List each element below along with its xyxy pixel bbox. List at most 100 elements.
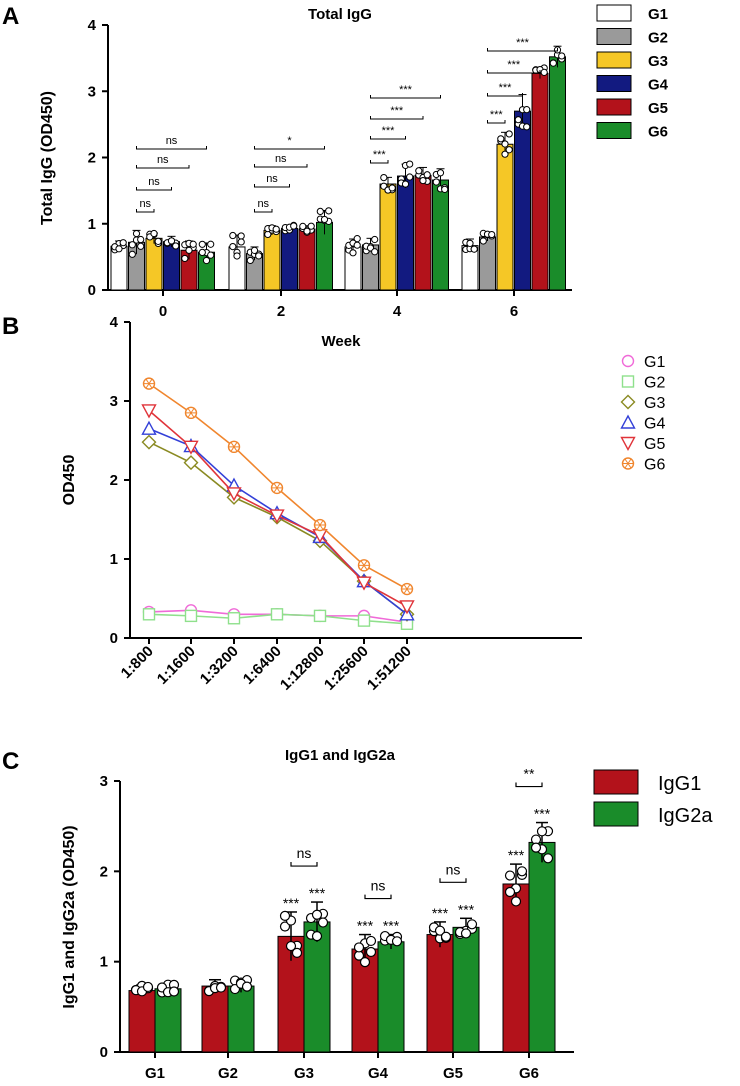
chart-c-significance-bracket (515, 782, 543, 788)
chart-b-legend-label-g2: G2 (644, 375, 665, 392)
chart-c-vs-control-stars: *** (309, 885, 326, 901)
chart-a-legend-label-g6: G6 (648, 124, 668, 141)
chart-c-data-point (391, 936, 403, 947)
chart-b-y-tick-label: 3 (110, 393, 118, 410)
chart-b-legend-marker-g2 (621, 375, 635, 388)
chart-a-data-point (137, 242, 145, 250)
chart-b-point-g6 (357, 559, 371, 572)
chart-b-point-g5 (141, 404, 157, 419)
chart-c-legend-label-igg2a: IgG2a (658, 805, 713, 827)
chart-c-x-tick-label: G6 (519, 1065, 539, 1082)
chart-a-significance-label: *** (390, 105, 404, 117)
chart-c-x-tick-label: G4 (368, 1065, 389, 1082)
chart-c-data-point (353, 942, 365, 953)
chart-c-data-point (504, 886, 516, 898)
chart-a-data-point (255, 252, 263, 260)
chart-a-data-point (540, 68, 548, 76)
chart-a-data-point (432, 178, 440, 186)
chart-b-legend-marker-g6 (621, 457, 635, 470)
chart-a-data-point (233, 252, 241, 260)
chart-a-legend-label-g5: G5 (648, 100, 668, 117)
chart-a-data-point (388, 184, 396, 192)
chart-b-week-dilution: WeekOD450012341:8001:16001:32001:64001:1… (61, 314, 665, 694)
chart-b-point-g5 (226, 487, 242, 502)
chart-a-significance-label: ns (139, 198, 151, 210)
chart-c-vs-control-stars: *** (458, 901, 475, 917)
chart-b-point-g6 (400, 582, 414, 596)
chart-a-total-igg: Total IgG Total IgG (OD450) 0 1 2 3 4 0 2 4 6 ns ns n… (39, 4, 669, 320)
chart-a-data-point (353, 241, 361, 249)
chart-b-y-tick-label: 2 (110, 472, 118, 489)
chart-a-bar-g2-week-6 (479, 236, 496, 291)
chart-a-significance-bracket (136, 146, 207, 150)
chart-c-bar-igg2a-g1 (154, 988, 182, 1053)
chart-c-data-point (359, 957, 371, 968)
chart-c-significance-bracket (439, 878, 467, 883)
chart-c-data-point (317, 917, 329, 928)
chart-b-legend-label-g6: G6 (644, 457, 665, 474)
chart-a-legend-swatch-g5 (596, 98, 632, 116)
chart-b-point-g3 (183, 455, 199, 471)
chart-a-legend-label-g1: G1 (648, 6, 668, 23)
chart-a-data-point (470, 245, 478, 253)
chart-c-bar-igg2a-g2 (227, 985, 255, 1053)
chart-b-point-g6-spokes (143, 378, 155, 389)
chart-a-significance-bracket (254, 164, 308, 168)
chart-a-significance-bracket (487, 93, 523, 97)
chart-a-y-tick-label: 2 (88, 150, 96, 167)
chart-b-legend-label-g4: G4 (644, 416, 665, 433)
chart-a-data-point (401, 180, 410, 188)
chart-b-point-g2 (142, 608, 156, 621)
chart-b-legend-marker-g4 (620, 414, 636, 429)
chart-c-significance-label: ns (297, 845, 312, 861)
chart-a-data-point (466, 239, 474, 247)
chart-b-x-tick-label: 1:1600 (154, 643, 199, 688)
chart-c-data-point (536, 826, 548, 837)
chart-a-bar-g5-week-4 (414, 174, 432, 291)
chart-a-data-point (316, 207, 324, 216)
chart-a-significance-bracket (487, 70, 541, 74)
chart-c-data-point (291, 947, 303, 958)
chart-a-bar-g5-week-2 (298, 228, 316, 291)
chart-a-data-point (137, 235, 145, 244)
panel-label-c: C (2, 748, 19, 775)
chart-c-x-tick-label: G3 (294, 1065, 314, 1082)
chart-b-point-g6-spokes (358, 560, 370, 571)
chart-a-data-point (181, 254, 189, 263)
chart-c-x-tick-label: G5 (443, 1065, 463, 1082)
chart-a-data-point (202, 256, 211, 265)
chart-b-legend-label-g1: G1 (644, 354, 665, 371)
chart-c-vs-control-stars: *** (383, 918, 400, 934)
chart-b-y-tick-label: 1 (110, 551, 118, 568)
chart-a-significance-bracket (370, 136, 406, 140)
chart-b-point-g5 (269, 509, 285, 524)
chart-a-significance-bracket (370, 95, 441, 99)
chart-a-data-point (198, 248, 206, 257)
chart-c-data-point (466, 919, 478, 930)
chart-c-bar-igg2a-g3 (303, 921, 331, 1053)
chart-c-data-point (285, 940, 297, 952)
chart-c-igg1-igg2a: IgG1 and IgG2a IgG1 and IgG2a (OD450) 0 1 2 3… (61, 747, 713, 1082)
chart-c-vs-control-stars: *** (508, 847, 525, 863)
chart-a-legend-swatch-g4 (596, 75, 632, 92)
chart-a-bar-g3-week-6 (496, 143, 514, 291)
chart-c-legend-swatch-igg2a (593, 801, 639, 827)
chart-a-significance-label: * (287, 135, 292, 147)
panel-label-b: B (2, 313, 19, 340)
chart-b-point-g5 (356, 576, 372, 591)
chart-a-x-tick-label: 2 (277, 303, 285, 320)
chart-a-bar-g4-week-4 (397, 175, 414, 291)
chart-c-legend-label-igg1: IgG1 (658, 773, 701, 795)
chart-a-data-point (505, 146, 513, 154)
chart-b-point-g6 (184, 406, 198, 420)
chart-c-data-point (460, 928, 472, 939)
chart-a-data-point (320, 215, 329, 224)
chart-a-y-tick-label: 3 (88, 83, 96, 100)
chart-c-data-point (530, 842, 542, 853)
chart-a-significance-label: *** (507, 59, 521, 71)
chart-a-data-point (325, 207, 333, 215)
chart-a-data-point (128, 241, 136, 249)
chart-a-data-point (371, 235, 379, 244)
chart-a-data-point (406, 173, 414, 181)
